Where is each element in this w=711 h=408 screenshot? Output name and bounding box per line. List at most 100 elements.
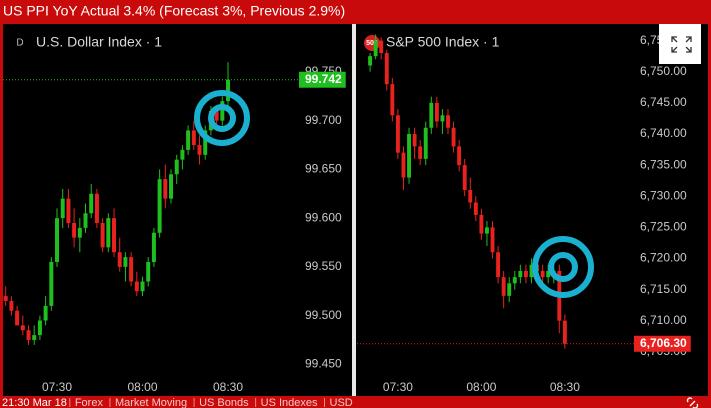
- footer: 21:30 Mar 18 Forex Market Moving US Bonds U…: [2, 397, 699, 408]
- chart-title: S&P 500 Index · 1: [386, 34, 500, 50]
- candle-body: [214, 110, 219, 121]
- target-ring: [532, 236, 594, 298]
- tag[interactable]: Market Moving: [115, 397, 187, 408]
- y-tick-label: 99.600: [305, 210, 342, 224]
- candle-body: [26, 330, 31, 340]
- headline: US PPI YoY Actual 3.4% (Forecast 3%, Pre…: [3, 3, 345, 19]
- candle-body: [163, 179, 168, 199]
- candle-body: [446, 115, 450, 128]
- candle-body: [562, 320, 567, 344]
- tag[interactable]: Forex: [75, 397, 104, 408]
- candle-body: [66, 198, 71, 224]
- chart-title: U.S. Dollar Index · 1: [36, 34, 162, 50]
- expand-button-bg[interactable]: [659, 24, 701, 64]
- candle-body: [83, 213, 88, 228]
- candle-body: [407, 133, 411, 178]
- candle-body: [468, 189, 473, 203]
- candle-body: [462, 165, 467, 190]
- candle-body: [507, 283, 512, 296]
- candle-body: [220, 101, 225, 121]
- expand-button[interactable]: [659, 24, 701, 64]
- y-tick-label: 6,750.00: [640, 64, 687, 78]
- y-tick-label: 99.650: [305, 162, 342, 176]
- candle-body: [523, 270, 528, 278]
- y-tick-label: 6,710.00: [640, 313, 687, 327]
- expand-icon[interactable]: [671, 36, 692, 53]
- candle-body: [129, 257, 134, 282]
- candle-body: [518, 270, 523, 278]
- y-tick-label: 6,715.00: [640, 282, 687, 296]
- candle-body: [490, 227, 495, 253]
- y-tick-label: 6,735.00: [640, 157, 687, 171]
- candle-body: [106, 218, 111, 248]
- panel-divider: [352, 24, 356, 396]
- y-tick-label: 99.500: [305, 308, 342, 322]
- y-tick-label: 6,720.00: [640, 251, 687, 265]
- y-tick-label: 6,745.00: [640, 95, 687, 109]
- candle-body: [32, 335, 37, 340]
- candle-body: [89, 193, 94, 214]
- timestamp: 21:30 Mar 18: [2, 397, 67, 408]
- annotations: [194, 90, 594, 298]
- y-tick-label: 99.700: [305, 113, 342, 127]
- candle-body: [423, 127, 428, 159]
- candle-body: [485, 227, 489, 234]
- tag[interactable]: US Bonds: [199, 397, 249, 408]
- candle-body: [512, 277, 517, 284]
- plots: 99.450 99.500 99.550 99.600 99.650 99.700 99.7…: [3, 33, 691, 394]
- candle-body: [203, 130, 208, 155]
- candle-body: [451, 127, 456, 147]
- symbol-icon: 500: [366, 40, 378, 47]
- candle-body: [529, 264, 534, 278]
- candle-body: [169, 174, 174, 199]
- candle-body: [401, 152, 406, 178]
- candle-body: [418, 146, 423, 159]
- candle-body: [540, 270, 545, 278]
- candle-body: [174, 159, 179, 175]
- last-price-box: [634, 335, 691, 352]
- candle-body: [140, 281, 145, 292]
- y-tick-label: 99.450: [305, 357, 342, 371]
- x-tick-label: 08:30: [550, 380, 580, 394]
- candle-body: [379, 40, 384, 54]
- candle-body: [151, 232, 156, 262]
- x-tick-label: 07:30: [42, 380, 72, 394]
- candle-body: [395, 115, 400, 153]
- candle-body: [3, 296, 8, 301]
- x-tick-label: 08:00: [466, 380, 496, 394]
- candle-body: [373, 40, 378, 57]
- candle-body: [479, 214, 484, 234]
- candle-body: [368, 56, 373, 66]
- candle-body: [60, 198, 65, 219]
- candle-body: [501, 277, 506, 296]
- target-ring: [208, 104, 236, 132]
- candle-body: [43, 305, 48, 321]
- y-tick-label: 6,740.00: [640, 126, 687, 140]
- candle-body: [496, 252, 501, 278]
- tag[interactable]: US Indexes: [261, 397, 318, 408]
- candle-body: [146, 262, 151, 282]
- candle-body: [94, 193, 99, 224]
- candle-body: [123, 257, 128, 267]
- candle-body: [9, 300, 14, 311]
- candle-body: [55, 218, 60, 262]
- candle-body: [191, 130, 196, 146]
- target-ring: [194, 90, 250, 146]
- last-price-label: 6,706.30: [640, 336, 687, 350]
- candle-body: [15, 310, 20, 326]
- candle-body: [429, 102, 434, 128]
- candle-body: [457, 146, 462, 166]
- candle-body: [434, 102, 439, 122]
- y-tick-label: 6,725.00: [640, 220, 687, 234]
- candles: [3, 62, 231, 345]
- candle-body: [117, 252, 122, 267]
- candle-body: [157, 179, 162, 233]
- x-tick-label: 08:00: [128, 380, 158, 394]
- tag[interactable]: USD: [330, 397, 353, 408]
- candle-body: [384, 53, 389, 85]
- candle-body: [77, 227, 82, 238]
- symbol-icon: D: [16, 38, 23, 49]
- candle-body: [473, 202, 478, 215]
- candle-body: [546, 270, 551, 278]
